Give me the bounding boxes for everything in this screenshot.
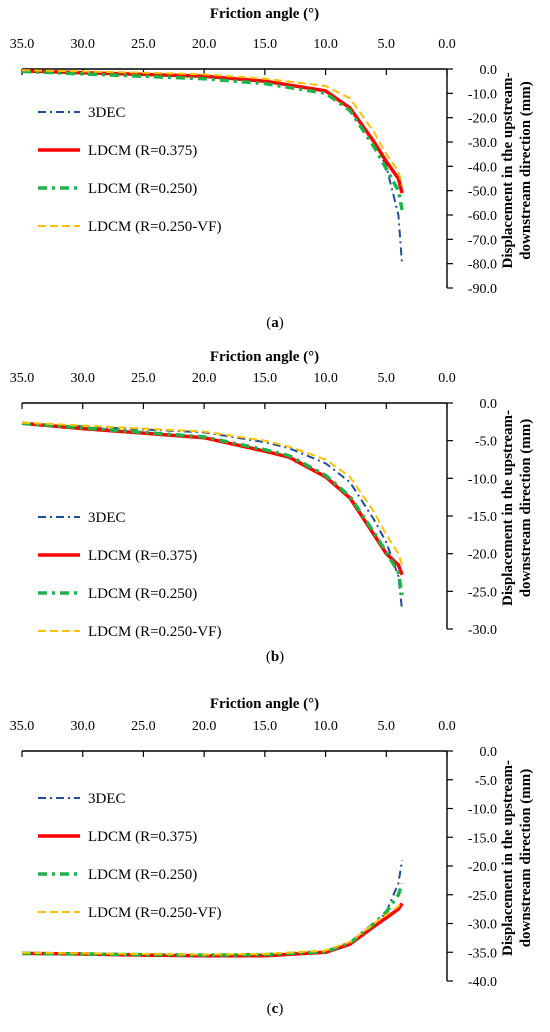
x-axis-title: Friction angle (°) (210, 6, 319, 22)
y-tick-label: -20.0 (468, 860, 497, 875)
y-tick-label: -30.0 (468, 623, 497, 638)
x-tick-label: 35.0 (10, 37, 35, 52)
y-tick-label: -25.0 (468, 585, 497, 600)
y-tick-label: -60.0 (468, 209, 497, 224)
x-tick-label: 5.0 (378, 719, 396, 734)
x-tick-label: 10.0 (313, 719, 338, 734)
chart-panel-a: 35.0 30.0 25.0 20.0 15.0 10.0 5.0 0.0 Friction a… (0, 0, 550, 345)
y-tick-label: -25.0 (468, 889, 497, 904)
x-tick-label: 5.0 (378, 371, 396, 386)
x-tick-label: 35.0 (10, 719, 35, 734)
y-axis-title-line: Displacement in the upstream- (500, 73, 516, 269)
series-line (21, 899, 403, 956)
x-tick-label: 25.0 (131, 719, 156, 734)
x-tick-label: 10.0 (313, 37, 338, 52)
y-axis-title: Displacement in the upstream-downstream … (500, 760, 534, 956)
chart-panel-c: 35.0 30.0 25.0 20.0 15.0 10.0 5.0 0.0 Friction a… (0, 690, 550, 1027)
y-axis-title-line: downstream direction (mm) (518, 81, 534, 260)
y-tick-label: -30.0 (468, 136, 497, 151)
x-tick-label: 20.0 (192, 719, 217, 734)
x-tick-label: 15.0 (253, 371, 278, 386)
y-tick-label: -20.0 (468, 548, 497, 563)
y-tick-label: -90.0 (468, 282, 497, 297)
legend-label: LDCM (R=0.250-VF) (88, 905, 221, 921)
y-tick-label: -10.0 (468, 803, 497, 818)
y-tick-label: -10.0 (468, 472, 497, 487)
y-tick-label: 0.0 (480, 63, 498, 78)
x-axis-title: Friction angle (°) (210, 696, 319, 712)
x-tick-label: 20.0 (192, 371, 217, 386)
x-tick-label: 5.0 (378, 37, 396, 52)
series-line (21, 421, 404, 596)
x-tick-label: 30.0 (70, 371, 95, 386)
y-tick-label: 0.0 (480, 397, 498, 412)
y-axis-title-line: Displacement in the upstream- (500, 410, 516, 606)
series-line (21, 69, 404, 211)
y-tick-label: -15.0 (468, 831, 497, 846)
y-tick-label: -35.0 (468, 946, 497, 961)
x-tick-label: 30.0 (70, 37, 95, 52)
legend-label: 3DEC (88, 105, 126, 121)
legend-label: 3DEC (88, 791, 126, 807)
legend-label: LDCM (R=0.250) (88, 586, 197, 602)
y-axis-title: Displacement in the upstream-downstream … (500, 73, 534, 269)
chart-a: 35.0 30.0 25.0 20.0 15.0 10.0 5.0 0.0 Friction a… (10, 6, 534, 331)
chart-panel-b: 35.0 30.0 25.0 20.0 15.0 10.0 5.0 0.0 Friction a… (0, 345, 550, 690)
x-tick-label: 0.0 (438, 37, 456, 52)
series-line (21, 69, 404, 194)
series-line (21, 421, 404, 566)
chart-b: 35.0 30.0 25.0 20.0 15.0 10.0 5.0 0.0 Friction a… (10, 349, 534, 665)
y-tick-label: -5.0 (475, 774, 497, 789)
x-tick-label: 15.0 (253, 37, 278, 52)
y-tick-label: -15.0 (468, 510, 497, 525)
legend-label: LDCM (R=0.375) (88, 548, 197, 564)
legend-label: LDCM (R=0.250-VF) (88, 219, 221, 235)
x-tick-label: 30.0 (70, 719, 95, 734)
series-line (21, 69, 404, 187)
chart-c: 35.0 30.0 25.0 20.0 15.0 10.0 5.0 0.0 Friction a… (10, 696, 534, 1017)
x-tick-label: 25.0 (131, 371, 156, 386)
y-axis-title-line: downstream direction (mm) (518, 419, 534, 598)
x-tick-label: 35.0 (10, 371, 35, 386)
legend-label: LDCM (R=0.375) (88, 829, 197, 845)
y-tick-label: -70.0 (468, 233, 497, 248)
y-axis-title: Displacement in the upstream-downstream … (500, 410, 534, 606)
y-tick-label: 0.0 (480, 745, 498, 760)
legend-label: LDCM (R=0.250) (88, 867, 197, 883)
panel-caption: (c) (267, 1001, 284, 1017)
y-tick-label: -40.0 (468, 975, 497, 990)
y-tick-label: -20.0 (468, 112, 497, 127)
legend-label: LDCM (R=0.375) (88, 143, 197, 159)
panel-caption: (a) (266, 315, 284, 331)
legend-label: 3DEC (88, 510, 126, 526)
series-line (21, 421, 404, 576)
legend-label: LDCM (R=0.250) (88, 181, 197, 197)
x-axis-title: Friction angle (°) (210, 349, 319, 365)
panel-caption: (b) (266, 649, 284, 665)
x-tick-label: 20.0 (192, 37, 217, 52)
y-tick-label: -5.0 (475, 435, 497, 450)
y-tick-label: -80.0 (468, 258, 497, 273)
x-tick-label: 0.0 (438, 719, 456, 734)
y-axis-title-line: downstream direction (mm) (518, 769, 534, 948)
y-tick-label: -40.0 (468, 160, 497, 175)
legend-label: LDCM (R=0.250-VF) (88, 624, 221, 640)
x-tick-label: 25.0 (131, 37, 156, 52)
x-tick-label: 0.0 (438, 371, 456, 386)
y-tick-label: -10.0 (468, 87, 497, 102)
x-tick-label: 10.0 (313, 371, 338, 386)
y-axis-title-line: Displacement in the upstream- (500, 760, 516, 956)
x-tick-label: 15.0 (253, 719, 278, 734)
y-tick-label: -50.0 (468, 185, 497, 200)
y-tick-label: -30.0 (468, 918, 497, 933)
series-line (21, 69, 404, 265)
